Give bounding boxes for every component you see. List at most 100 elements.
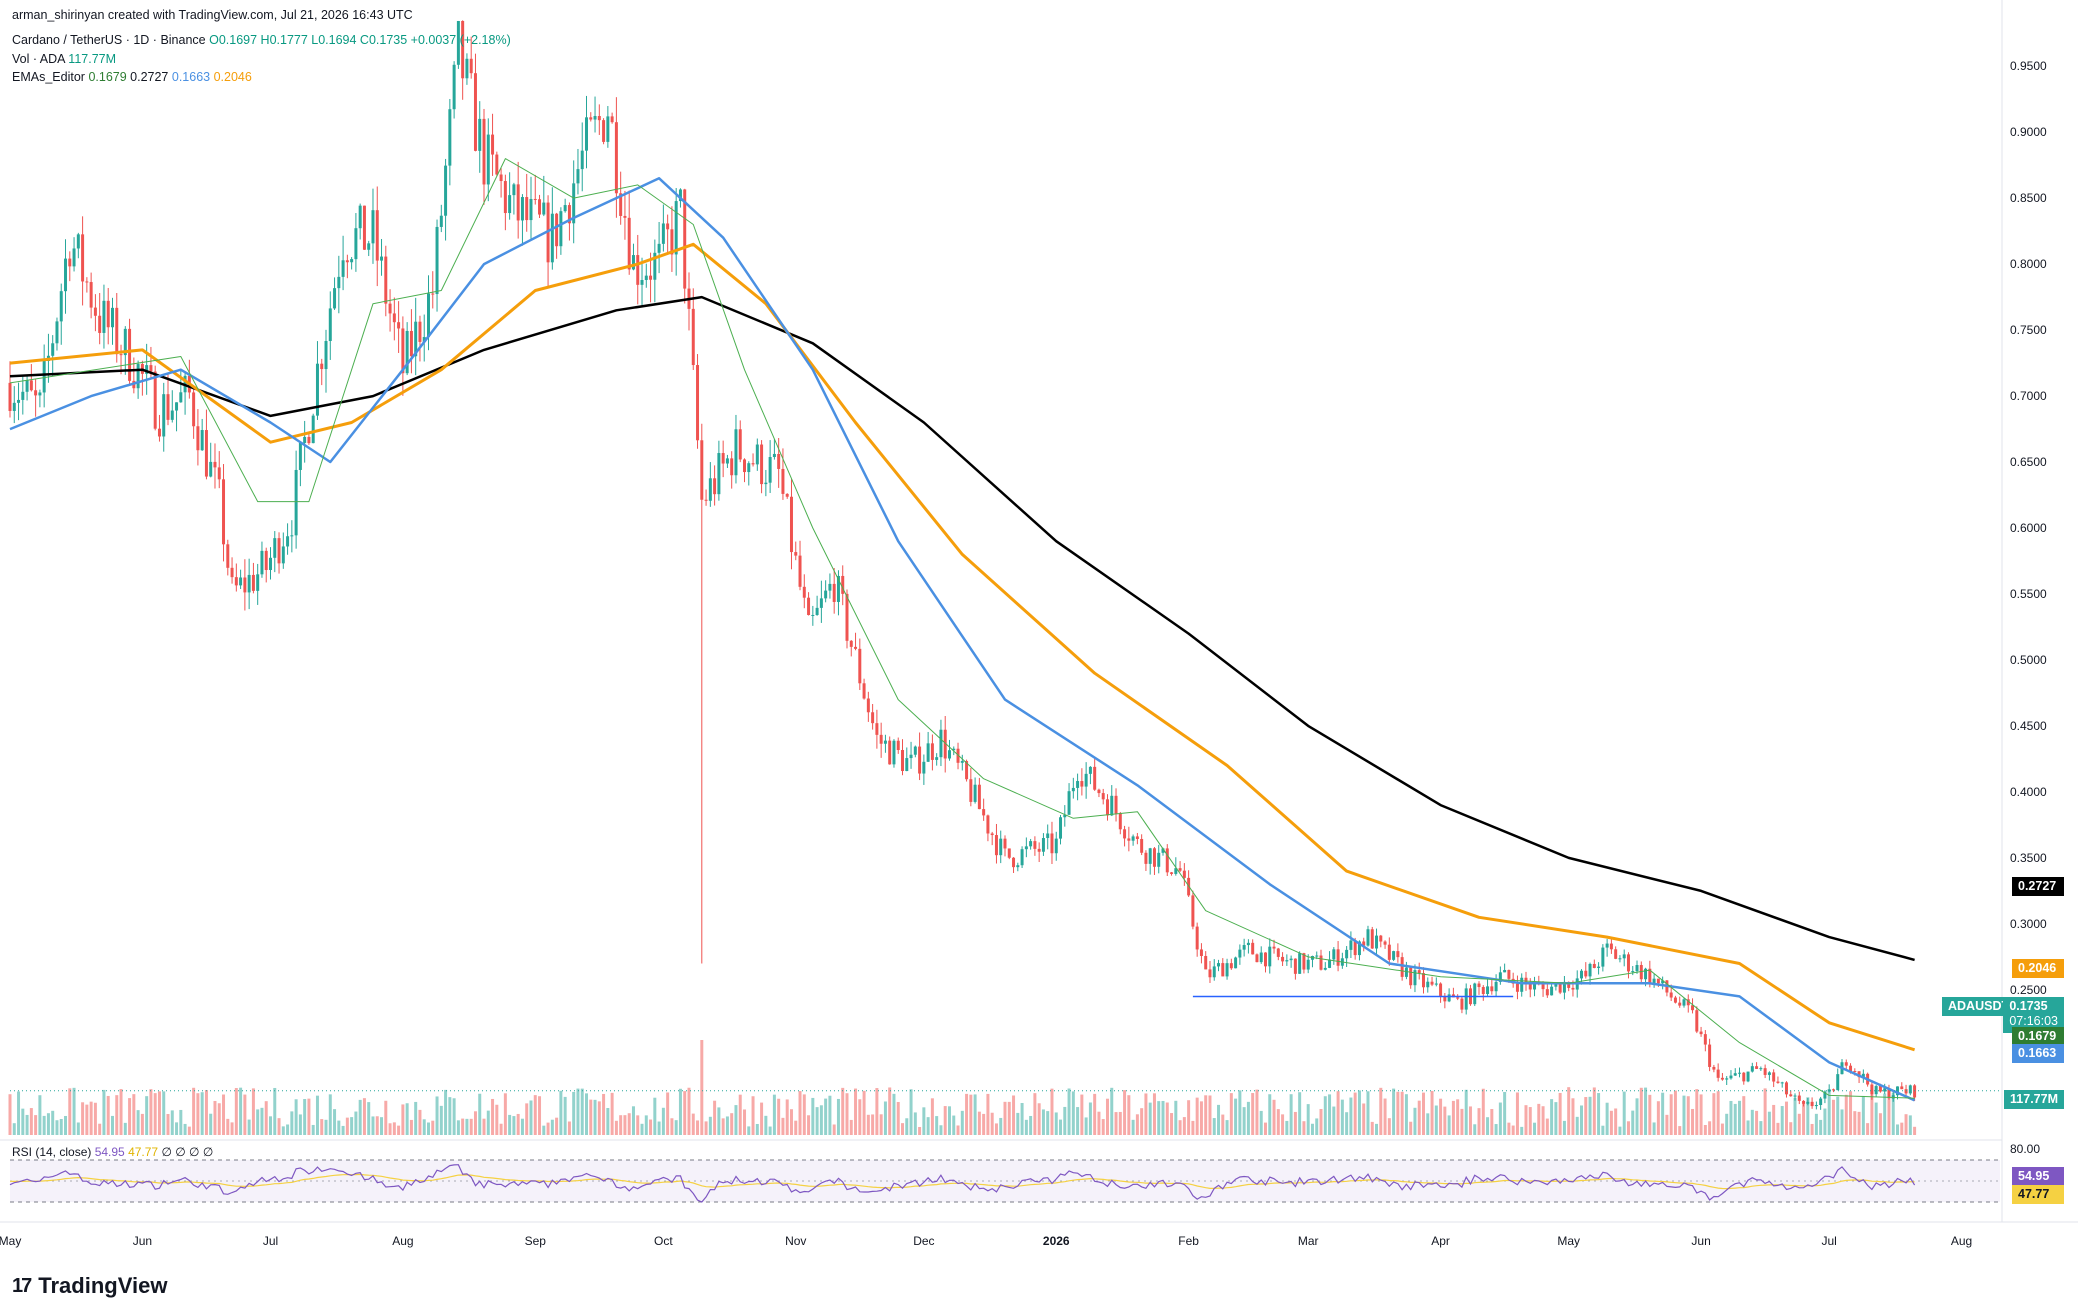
candle-body xyxy=(849,640,853,647)
volume-bar xyxy=(828,1095,832,1135)
volume-bar xyxy=(866,1114,870,1135)
candle-body xyxy=(1370,929,1374,949)
volume-bar xyxy=(362,1098,366,1135)
candle-body xyxy=(1644,968,1648,980)
candle-body xyxy=(456,20,460,65)
candle-body xyxy=(1673,997,1677,1003)
time-tick-label: Jul xyxy=(263,1234,278,1248)
legend-ema-label[interactable]: EMAs_Editor xyxy=(12,70,85,84)
candle-body xyxy=(1434,983,1438,985)
volume-bar xyxy=(1272,1099,1276,1135)
volume-bar xyxy=(1904,1114,1908,1135)
volume-bar xyxy=(1221,1114,1225,1135)
volume-bar xyxy=(473,1111,477,1135)
candle-body xyxy=(772,453,776,458)
candle-body xyxy=(1780,1082,1784,1084)
legend-ema100: 0.2046 xyxy=(213,70,252,84)
volume-bar xyxy=(1511,1125,1515,1135)
volume-bar xyxy=(623,1115,627,1135)
candle-body xyxy=(1904,1089,1908,1094)
volume-bar xyxy=(21,1108,25,1135)
volume-bar xyxy=(896,1101,900,1135)
volume-bar xyxy=(721,1118,725,1135)
volume-bar xyxy=(1750,1109,1754,1135)
volume-bar xyxy=(38,1095,42,1135)
candle-body xyxy=(798,555,802,587)
volume-bar xyxy=(324,1119,328,1135)
volume-bar xyxy=(1101,1119,1105,1135)
volume-bar xyxy=(448,1097,452,1135)
volume-bar xyxy=(862,1090,866,1135)
candle-body xyxy=(1878,1086,1882,1092)
volume-bar xyxy=(106,1095,110,1135)
candle-body xyxy=(239,577,243,586)
candle-body xyxy=(1007,848,1011,858)
volume-bar xyxy=(947,1106,951,1135)
volume-bar xyxy=(333,1109,337,1135)
legend-volume-label[interactable]: Vol · ADA xyxy=(12,52,65,66)
volume-bar xyxy=(243,1094,247,1135)
volume-bar xyxy=(781,1117,785,1135)
candle-body xyxy=(1165,848,1169,873)
volume-bar xyxy=(1375,1123,1379,1135)
candle-body xyxy=(1268,946,1272,967)
volume-bar xyxy=(738,1094,742,1135)
candle-body xyxy=(362,205,366,250)
tradingview-brand[interactable]: 17 TradingView xyxy=(12,1273,167,1299)
candle-body xyxy=(1063,814,1067,818)
candle-body xyxy=(653,252,657,280)
candle-body xyxy=(64,258,68,292)
volume-bar xyxy=(1246,1101,1250,1135)
candle-body xyxy=(192,392,196,427)
volume-bar xyxy=(200,1092,204,1135)
legend-ohlc: O0.1697 H0.1777 L0.1694 C0.1735 +0.0037 … xyxy=(209,33,511,47)
volume-bar xyxy=(1268,1094,1272,1135)
volume-bar xyxy=(1033,1093,1037,1135)
volume-bar xyxy=(1729,1100,1733,1135)
volume-bar xyxy=(1567,1087,1571,1135)
volume-bar xyxy=(350,1117,354,1135)
candle-body xyxy=(51,343,55,356)
legend-rsi-label[interactable]: RSI (14, close) xyxy=(12,1145,92,1159)
volume-bar xyxy=(119,1089,123,1135)
volume-bar xyxy=(597,1101,601,1135)
candle-body xyxy=(427,293,430,338)
volume-bar xyxy=(1024,1119,1028,1135)
candle-body xyxy=(1041,838,1045,852)
legend-symbol[interactable]: Cardano / TetherUS · 1D · Binance xyxy=(12,33,206,47)
price-tick-label: 0.7000 xyxy=(2010,389,2047,403)
volume-bar xyxy=(1127,1095,1131,1135)
volume-bar xyxy=(260,1107,264,1135)
candle-body xyxy=(1345,949,1349,959)
candle-body xyxy=(1199,949,1203,956)
candle-body xyxy=(785,493,789,497)
candle-body xyxy=(606,116,610,142)
candle-body xyxy=(845,593,849,641)
volume-bar xyxy=(46,1113,50,1135)
candle-body xyxy=(1174,868,1178,874)
volume-bar xyxy=(1870,1089,1874,1135)
candle-body xyxy=(119,354,123,356)
candle-body xyxy=(1357,941,1361,956)
volume-bar xyxy=(1537,1103,1541,1135)
volume-bar xyxy=(268,1116,272,1135)
volume-bar xyxy=(1673,1090,1677,1135)
time-tick-label: Oct xyxy=(654,1234,673,1248)
volume-bar xyxy=(1626,1121,1630,1135)
candle-body xyxy=(350,259,354,263)
candle-body xyxy=(1622,954,1626,959)
candle-body xyxy=(683,189,687,289)
volume-bar xyxy=(888,1087,892,1135)
time-tick-label: Sep xyxy=(525,1234,547,1248)
candle-body xyxy=(602,120,606,142)
volume-bar xyxy=(93,1102,97,1135)
candle-body xyxy=(1708,1044,1712,1067)
candle-body xyxy=(102,300,106,333)
volume-bar xyxy=(1400,1091,1404,1135)
symbol-tag: ADAUSDT xyxy=(1942,997,2016,1016)
candle-body xyxy=(1558,982,1562,993)
candle-body xyxy=(1259,952,1263,963)
volume-bar xyxy=(469,1118,473,1135)
volume-bar xyxy=(1763,1088,1767,1135)
